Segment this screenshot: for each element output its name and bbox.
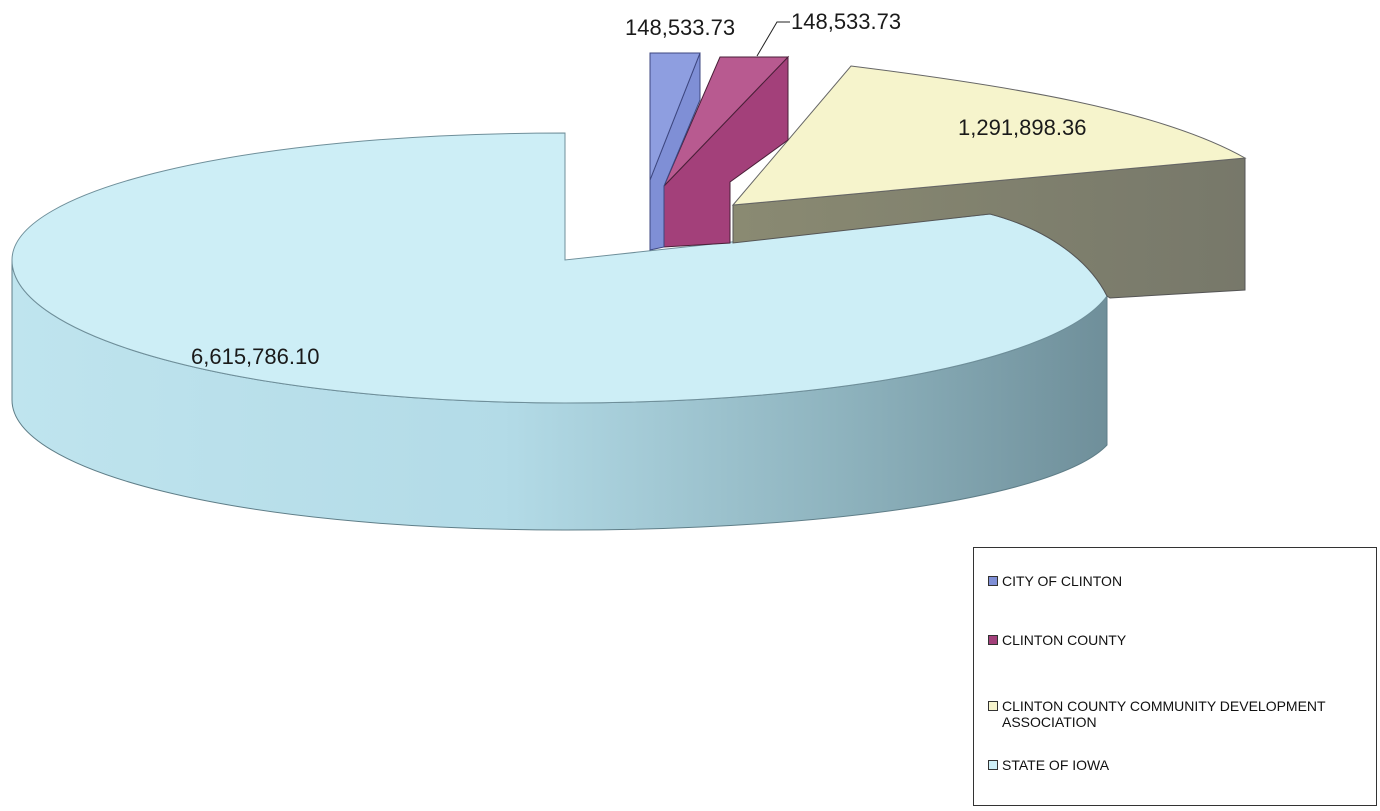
- chart-legend: CITY OF CLINTON CLINTON COUNTY CLINTON C…: [973, 547, 1377, 806]
- legend-swatch-clinton-county: [988, 635, 998, 645]
- slice-clinton-county-community-development-association: [731, 65, 1247, 299]
- data-label-city-of-clinton: 148,533.73: [625, 15, 735, 40]
- slice-top-city-of-clinton: [649, 52, 701, 181]
- legend-item-clinton-county: CLINTON COUNTY: [988, 632, 1372, 648]
- slice-state-of-iowa: [11, 132, 1108, 531]
- legend-swatch-cccda: [988, 701, 998, 711]
- data-label-clinton-county: 148,533.73: [791, 9, 901, 34]
- slice-top-clinton-county: [663, 56, 790, 187]
- legend-swatch-state-of-iowa: [988, 760, 998, 770]
- legend-label-state-of-iowa: STATE OF IOWA: [1002, 757, 1110, 773]
- legend-label-clinton-county: CLINTON COUNTY: [1002, 632, 1127, 648]
- legend-item-state-of-iowa: STATE OF IOWA: [988, 757, 1372, 773]
- legend-swatch-city-of-clinton: [988, 576, 998, 586]
- slice-top-cccda: [731, 65, 1247, 206]
- legend-label-cccda: CLINTON COUNTY COMMUNITY DEVELOPMENT ASS…: [1002, 698, 1326, 730]
- data-label-cccda: 1,291,898.36: [958, 115, 1086, 140]
- slice-wall-cccda: [732, 157, 1246, 299]
- legend-label-city-of-clinton: CITY OF CLINTON: [1002, 573, 1123, 589]
- leader-line-clinton-county: [756, 21, 790, 57]
- legend-item-cccda: CLINTON COUNTY COMMUNITY DEVELOPMENT ASS…: [988, 698, 1372, 730]
- slice-city-of-clinton: [649, 52, 701, 251]
- legend-item-city-of-clinton: CITY OF CLINTON: [988, 573, 1372, 589]
- data-label-state-of-iowa: 6,615,786.10: [191, 344, 319, 369]
